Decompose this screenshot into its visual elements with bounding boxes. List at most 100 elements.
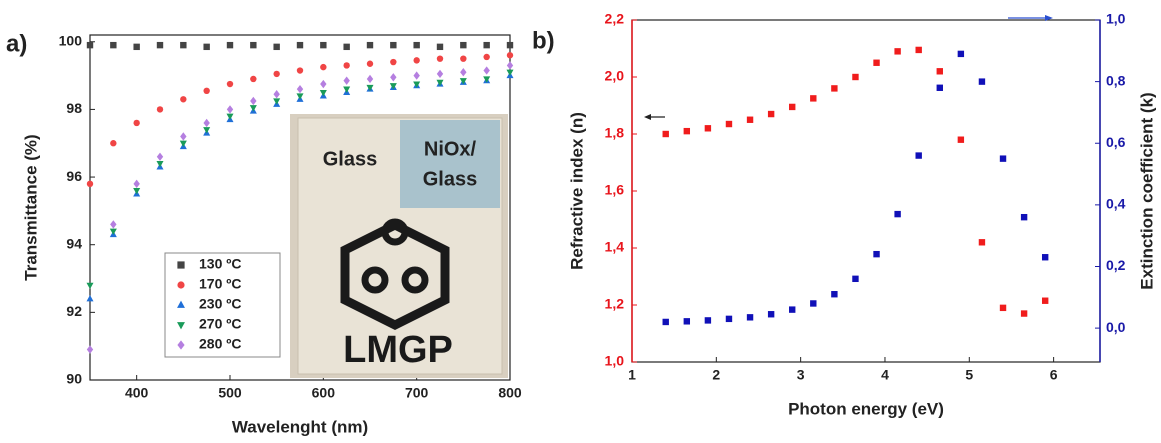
nio-film (400, 120, 500, 208)
y2-tick-label: 0,2 (1106, 257, 1126, 273)
data-point (156, 161, 163, 167)
data-point (663, 319, 669, 325)
y2-tick-label: 0,4 (1106, 196, 1126, 212)
data-point (87, 181, 93, 187)
data-point (180, 132, 186, 140)
data-point (297, 42, 303, 48)
data-point (958, 51, 964, 57)
data-point (180, 96, 186, 102)
y2-tick-label: 0,8 (1106, 72, 1126, 88)
plot-frame (632, 20, 1100, 362)
data-point (1042, 298, 1048, 304)
inset-label: Glass (423, 168, 477, 190)
data-point (894, 211, 900, 217)
data-point (705, 317, 711, 323)
data-point (367, 42, 373, 48)
data-point (873, 60, 879, 66)
data-point (273, 90, 279, 98)
data-point (250, 97, 256, 105)
data-point (483, 66, 489, 74)
data-point (663, 131, 669, 137)
y2-tick-label: 0,0 (1106, 319, 1126, 335)
data-point (937, 85, 943, 91)
data-point (343, 44, 349, 50)
data-point (180, 42, 186, 48)
legend-label: 130 ºC (199, 256, 241, 272)
data-point (297, 67, 303, 73)
data-point (87, 42, 93, 48)
data-point (979, 78, 985, 84)
y-tick-label: 2,0 (605, 68, 625, 84)
data-point (810, 300, 816, 306)
data-point (157, 153, 163, 161)
data-point (852, 74, 858, 80)
data-point (343, 62, 349, 68)
data-point (937, 68, 943, 74)
data-point (507, 61, 513, 69)
data-point (916, 152, 922, 158)
inset-logo-text: LMGP (343, 329, 453, 371)
y-tick-label: 1,0 (605, 353, 625, 369)
data-point (273, 71, 279, 77)
y-axis-label: Refractive index (n) (567, 112, 586, 270)
y-tick-label: 1,2 (605, 296, 625, 312)
data-point (747, 314, 753, 320)
data-point (810, 95, 816, 101)
data-point (894, 48, 900, 54)
panel-label: a) (6, 30, 27, 57)
y-tick-label: 1,8 (605, 125, 625, 141)
y-tick-label: 98 (66, 100, 82, 116)
data-point (157, 42, 163, 48)
x-tick-label: 400 (125, 385, 149, 401)
data-point (768, 311, 774, 317)
data-point (789, 104, 795, 110)
data-point (507, 42, 513, 48)
x-tick-label: 700 (405, 385, 429, 401)
data-point (1021, 214, 1027, 220)
data-point (110, 220, 116, 228)
data-point (133, 180, 139, 188)
data-point (133, 44, 139, 50)
data-point (320, 64, 326, 70)
data-point (506, 70, 513, 76)
panel-label: b) (532, 27, 555, 54)
data-point (297, 85, 303, 93)
data-point (437, 44, 443, 50)
data-point (110, 140, 116, 146)
y-tick-label: 96 (66, 168, 82, 184)
data-point (367, 61, 373, 67)
x-tick-label: 1 (628, 367, 636, 383)
data-point (320, 42, 326, 48)
data-point (273, 44, 279, 50)
data-point (110, 42, 116, 48)
y-tick-label: 1,6 (605, 182, 625, 198)
data-point (789, 306, 795, 312)
arrow-head (644, 114, 651, 120)
data-point (180, 141, 187, 147)
data-point (87, 345, 93, 353)
data-point (460, 42, 466, 48)
inset-label: NiOx/ (424, 138, 477, 160)
data-point (831, 291, 837, 297)
data-point (320, 90, 327, 96)
data-point (250, 76, 256, 82)
data-point (273, 98, 280, 104)
data-point (726, 121, 732, 127)
data-point (684, 128, 690, 134)
data-point (157, 106, 163, 112)
x-axis-label: Wavelenght (nm) (232, 417, 368, 436)
data-point (227, 105, 233, 113)
data-point (437, 55, 443, 61)
data-point (916, 47, 922, 53)
y-tick-label: 92 (66, 303, 82, 319)
y-tick-label: 2,2 (605, 11, 625, 27)
data-point (390, 59, 396, 65)
data-point (320, 80, 326, 88)
data-point (1000, 305, 1006, 311)
data-point (460, 68, 466, 76)
data-point (250, 105, 257, 111)
y-tick-label: 1,4 (605, 239, 625, 255)
y2-axis-label: Extinction coefficient (k) (1137, 92, 1156, 289)
data-point (460, 55, 466, 61)
